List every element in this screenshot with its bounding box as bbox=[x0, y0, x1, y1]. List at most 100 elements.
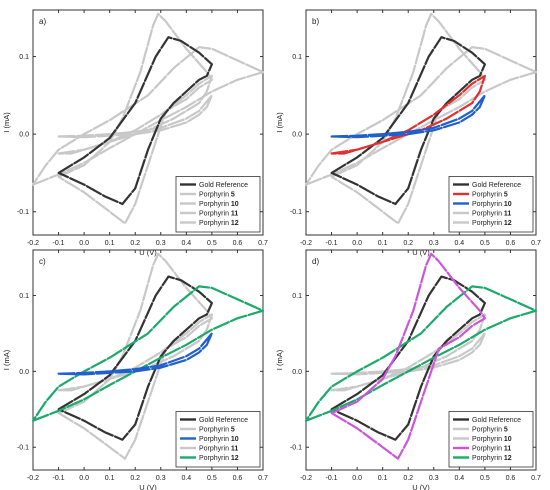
legend-entry-prefix: Porphyrin bbox=[199, 427, 231, 434]
legend-entry-number: 5 bbox=[231, 427, 235, 434]
legend-entry-prefix: Gold Reference bbox=[199, 182, 248, 189]
x-tick-label: 0.2 bbox=[403, 240, 413, 247]
series-line bbox=[31, 46, 265, 186]
x-tick-label: 0.6 bbox=[506, 475, 516, 482]
x-tick-label: 0.2 bbox=[130, 240, 140, 247]
legend-entry: Porphyrin 5 bbox=[472, 192, 508, 199]
legend-entry-number: 10 bbox=[231, 201, 239, 208]
y-tick-label: 0.1 bbox=[19, 293, 29, 300]
legend-entry-number: 10 bbox=[231, 436, 239, 443]
x-tick-label: -0.2 bbox=[300, 475, 312, 482]
legend-entry-prefix: Gold Reference bbox=[472, 182, 521, 189]
x-tick-label: -0.1 bbox=[53, 240, 65, 247]
x-tick-label: 0.2 bbox=[403, 475, 413, 482]
x-tick-label: 0.0 bbox=[79, 475, 89, 482]
panel-label: c) bbox=[39, 257, 46, 266]
legend-entry-prefix: Porphyrin bbox=[199, 436, 231, 443]
series-line bbox=[57, 74, 213, 155]
plot-frame bbox=[305, 9, 537, 236]
y-tick-label: -0.1 bbox=[290, 209, 302, 216]
x-tick-label: 0.4 bbox=[181, 240, 191, 247]
legend-entry-prefix: Porphyrin bbox=[472, 446, 504, 453]
panel-label: a) bbox=[39, 17, 46, 26]
y-tick-label: 0.1 bbox=[292, 54, 302, 61]
legend-entry: Porphyrin 11 bbox=[472, 446, 511, 453]
y-axis-label: I (mA) bbox=[2, 112, 11, 133]
panel-label: b) bbox=[312, 17, 319, 26]
legend-entry-prefix: Gold Reference bbox=[472, 417, 521, 424]
legend-entry-prefix: Porphyrin bbox=[199, 446, 231, 453]
series-line bbox=[57, 313, 213, 392]
series-line bbox=[57, 332, 213, 376]
series-line bbox=[31, 285, 265, 422]
panel-label: d) bbox=[312, 257, 319, 266]
chart-panel-2: -0.2 -0.1 0.0 0.1 0.2 0.3 0.4 0.5 0.6 0.7 -0.1 0.0 0… bbox=[2, 249, 268, 490]
legend-entry-number: 5 bbox=[231, 192, 235, 199]
legend-entry: Gold Reference bbox=[472, 182, 521, 189]
series-line bbox=[304, 46, 538, 186]
legend-entry: Porphyrin 10 bbox=[472, 201, 512, 208]
x-tick-label: -0.1 bbox=[326, 475, 338, 482]
x-axis-label: U (V) bbox=[139, 248, 157, 257]
legend-entry: Porphyrin 10 bbox=[199, 201, 239, 208]
x-axis-label: U (V) bbox=[412, 248, 430, 257]
series-line bbox=[57, 12, 213, 225]
legend-entry-number: 11 bbox=[231, 211, 239, 218]
legend-entry: Porphyrin 12 bbox=[199, 455, 239, 462]
x-tick-label: -0.2 bbox=[27, 475, 39, 482]
x-tick-label: 0.6 bbox=[233, 240, 243, 247]
series-line bbox=[330, 275, 486, 441]
plot-frame bbox=[32, 9, 264, 236]
legend-entry-prefix: Porphyrin bbox=[472, 201, 504, 208]
x-tick-label: 0.5 bbox=[207, 240, 217, 247]
x-tick-label: 0.5 bbox=[480, 240, 490, 247]
legend-entry-number: 11 bbox=[504, 211, 512, 218]
series-line bbox=[57, 275, 213, 441]
x-tick-label: 0.4 bbox=[181, 475, 191, 482]
series-line bbox=[330, 94, 486, 139]
x-tick-label: 0.4 bbox=[454, 240, 464, 247]
y-tick-label: 0.0 bbox=[19, 132, 29, 139]
legend-entry: Gold Reference bbox=[199, 182, 248, 189]
legend-entry: Porphyrin 12 bbox=[199, 220, 239, 227]
x-tick-label: 0.7 bbox=[258, 240, 268, 247]
x-tick-label: 0.1 bbox=[378, 475, 388, 482]
x-axis-label: U (V) bbox=[412, 483, 430, 490]
legend-entry-number: 11 bbox=[231, 446, 239, 453]
x-tick-label: -0.2 bbox=[27, 240, 39, 247]
y-tick-label: 0.1 bbox=[19, 54, 29, 61]
series-line bbox=[330, 74, 486, 155]
y-tick-label: -0.1 bbox=[17, 445, 29, 452]
x-tick-label: 0.6 bbox=[233, 475, 243, 482]
legend-entry-number: 5 bbox=[504, 192, 508, 199]
x-tick-label: 0.3 bbox=[156, 240, 166, 247]
legend-entry: Gold Reference bbox=[472, 417, 521, 424]
x-axis-label: U (V) bbox=[139, 483, 157, 490]
x-tick-label: 0.1 bbox=[378, 240, 388, 247]
legend-entry-number: 12 bbox=[504, 455, 512, 462]
legend-entry: Porphyrin 5 bbox=[199, 192, 235, 199]
x-tick-label: -0.1 bbox=[326, 240, 338, 247]
legend-entry-prefix: Porphyrin bbox=[199, 220, 231, 227]
legend-entry-prefix: Porphyrin bbox=[472, 455, 504, 462]
series-line bbox=[330, 36, 486, 206]
y-tick-label: -0.1 bbox=[17, 209, 29, 216]
y-tick-label: 0.0 bbox=[19, 369, 29, 376]
legend-entry-prefix: Porphyrin bbox=[199, 455, 231, 462]
y-tick-label: 0.1 bbox=[292, 293, 302, 300]
x-tick-label: -0.2 bbox=[300, 240, 312, 247]
x-tick-label: 0.3 bbox=[429, 475, 439, 482]
legend-entry: Porphyrin 5 bbox=[199, 427, 235, 434]
legend-entry-prefix: Porphyrin bbox=[472, 192, 504, 199]
x-tick-label: 0.6 bbox=[506, 240, 516, 247]
legend-entry: Porphyrin 10 bbox=[199, 436, 239, 443]
series-line bbox=[57, 36, 213, 206]
chart-panel-0: -0.2 -0.1 0.0 0.1 0.2 0.3 0.4 0.5 0.6 0.7 -0.1 0.0 0… bbox=[2, 9, 268, 257]
y-axis-label: I (mA) bbox=[2, 349, 11, 370]
y-axis-label: I (mA) bbox=[275, 112, 284, 133]
legend-entry: Porphyrin 11 bbox=[472, 211, 511, 218]
